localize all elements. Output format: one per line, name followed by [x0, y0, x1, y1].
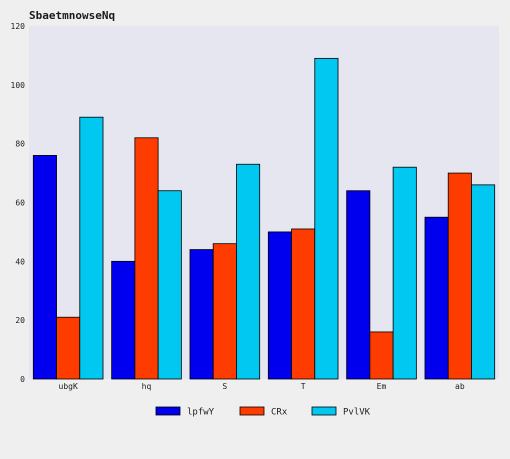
x-tick-label: ab — [455, 382, 465, 391]
x-axis-ticks: ubgK hq S T Em ab — [59, 382, 465, 391]
x-tick-label: S — [222, 382, 227, 391]
x-tick-label: T — [301, 382, 306, 391]
legend-swatch-PvlVK — [311, 406, 337, 416]
bar-CRx-T — [291, 228, 316, 380]
bar-CRx-ubgK — [56, 316, 81, 380]
bar-CRx-ab — [447, 172, 472, 380]
y-tick-label: 0 — [20, 375, 25, 384]
bar-PvlVK-T — [314, 57, 339, 380]
plot-area — [29, 26, 499, 379]
bar-PvlVK-S — [236, 163, 261, 380]
legend: lpfwY CRx PvlVK — [155, 406, 371, 418]
bar-lpfwY-T — [267, 231, 292, 380]
bars — [32, 57, 496, 380]
bar-PvlVK-Em — [392, 166, 417, 380]
bar-PvlVK-ubgK — [79, 116, 104, 380]
legend-label-PvlVK: PvlVK — [343, 408, 371, 418]
bar-lpfwY-S — [189, 249, 214, 380]
y-axis-ticks: 0 20 40 60 80 100 120 — [11, 22, 26, 384]
bar-lpfwY-ab — [424, 216, 449, 380]
bar-CRx-Em — [369, 331, 394, 380]
bar-lpfwY-hq — [111, 260, 136, 380]
bar-lpfwY-ubgK — [32, 155, 57, 380]
legend-label-lpfwY: lpfwY — [187, 408, 215, 418]
y-tick-label: 80 — [15, 140, 25, 149]
bar-lpfwY-Em — [346, 190, 371, 380]
bar-PvlVK-hq — [157, 190, 182, 380]
bar-CRx-S — [212, 243, 237, 380]
bar-CRx-hq — [134, 137, 159, 380]
y-tick-label: 60 — [15, 199, 25, 208]
bar-PvlVK-ab — [471, 184, 496, 380]
legend-label-CRx: CRx — [271, 408, 288, 418]
legend-swatch-CRx — [239, 406, 265, 416]
x-tick-label: Em — [377, 382, 387, 391]
x-tick-label: hq — [142, 382, 152, 391]
x-tick-label: ubgK — [59, 382, 78, 391]
y-tick-label: 20 — [15, 316, 25, 325]
y-tick-label: 120 — [11, 22, 26, 31]
chart-title: SbaetmnowseNq — [29, 9, 115, 22]
y-tick-label: 100 — [11, 81, 26, 90]
legend-swatch-lpfwY — [155, 406, 181, 416]
y-tick-label: 40 — [15, 257, 25, 266]
